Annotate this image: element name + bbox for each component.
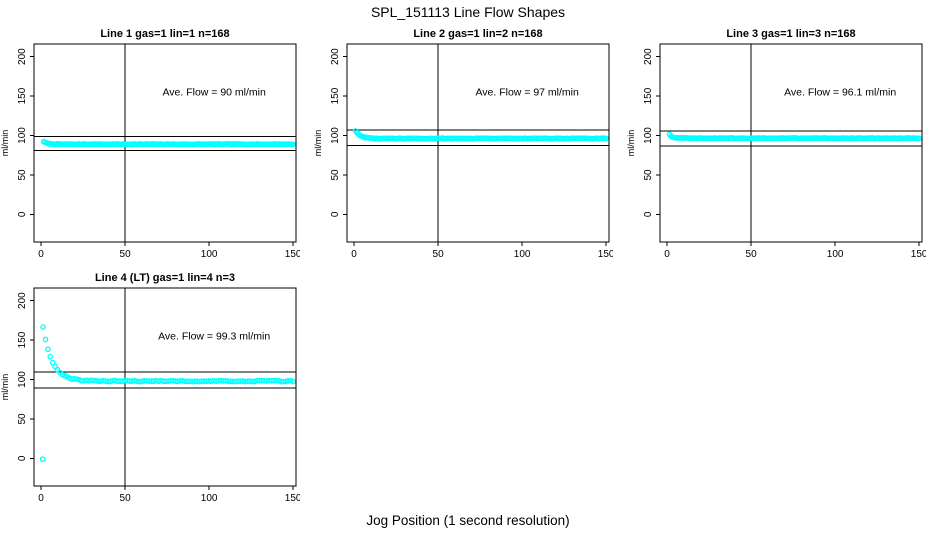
y-tick-label: 150 [330,87,341,104]
ave-flow-annotation: Ave. Flow = 90 ml/min [162,86,266,98]
x-tick-label: 100 [514,249,531,260]
x-axis: 0 50 100 150 [664,242,928,260]
x-tick-label: 150 [598,249,613,260]
panel-title: Line 2 gas=1 lin=2 n=168 [413,28,542,40]
y-tick-label: 200 [330,48,341,65]
y-tick-label: 100 [643,127,654,144]
y-tick-label: 150 [17,331,28,348]
reference-lines [347,44,609,242]
panel-title: Line 4 (LT) gas=1 lin=4 n=3 [95,272,235,284]
panel-plot: Line 2 gas=1 lin=2 n=168 0 50 100 150 0 50 100 1… [313,28,615,260]
panel-box [346,43,610,243]
reference-lines [34,288,296,486]
x-tick-label: 150 [911,249,926,260]
panel-plot: Line 1 gas=1 lin=1 n=168 0 50 100 150 0 50 100 1… [0,28,302,260]
x-tick-label: 150 [285,249,300,260]
x-tick-label: 100 [201,249,218,260]
y-tick-label: 200 [17,48,28,65]
y-tick-label: 50 [330,169,341,181]
y-axis: 0 50 100 150 200 ml/min [313,48,347,217]
y-axis: 0 50 100 150 200 ml/min [626,48,660,217]
x-axis: 0 50 100 150 [38,242,302,260]
data-point [916,135,922,142]
y-tick-label: 50 [17,169,28,181]
y-tick-label: 100 [17,127,28,144]
y-tick-label: 200 [643,48,654,65]
panel-plot: Line 3 gas=1 lin=3 n=168 0 50 100 150 0 50 100 1… [626,28,928,260]
data-point [131,377,138,384]
y-tick-label: 0 [17,211,28,217]
panel-2: Line 2 gas=1 lin=2 n=168 0 50 100 150 0 50 100 1… [313,26,615,264]
panel-title: Line 3 gas=1 lin=3 n=168 [726,28,855,40]
x-tick-label: 0 [38,249,44,260]
data-point [40,324,46,330]
y-tick-label: 0 [330,211,341,217]
y-tick-label: 50 [643,169,654,181]
y-tick-label: 0 [17,455,28,461]
y-tick-label: 100 [17,371,28,388]
x-tick-label: 50 [120,249,132,260]
x-tick-label: 100 [201,493,218,504]
ave-flow-annotation: Ave. Flow = 97 ml/min [475,86,579,98]
panel-1: Line 1 gas=1 lin=1 n=168 0 50 100 150 0 50 100 1… [0,26,302,264]
data-point [290,378,296,385]
panel-title: Line 1 gas=1 lin=1 n=168 [100,28,229,40]
y-axis-label: ml/min [0,130,10,157]
y-tick-label: 150 [643,87,654,104]
panel-box [659,43,923,243]
data-point [39,456,46,463]
data-point [47,353,54,360]
x-axis: 0 50 100 150 [351,242,615,260]
x-tick-label: 0 [38,493,44,504]
panel-box [33,43,297,243]
x-tick-label: 0 [664,249,670,260]
y-axis: 0 50 100 150 200 ml/min [0,48,34,217]
x-tick-label: 50 [433,249,445,260]
x-tick-label: 150 [285,493,300,504]
x-axis: 0 50 100 150 [38,486,302,504]
y-axis-label: ml/min [0,374,10,401]
data-points [666,131,922,142]
data-point [290,141,296,148]
x-tick-label: 100 [827,249,844,260]
x-tick-label: 50 [746,249,758,260]
data-point [45,346,51,353]
data-point [42,336,49,343]
y-tick-label: 0 [643,211,654,217]
x-axis-label: Jog Position (1 second resolution) [366,513,570,528]
data-point [603,135,609,142]
data-point [73,376,80,383]
panel-3: Line 3 gas=1 lin=3 n=168 0 50 100 150 0 50 100 1… [626,26,928,264]
y-axis: 0 50 100 150 200 ml/min [0,292,34,461]
ave-flow-annotation: Ave. Flow = 96.1 ml/min [784,86,896,98]
ave-flow-annotation: Ave. Flow = 99.3 ml/min [158,330,270,342]
data-points [39,324,296,463]
y-tick-label: 50 [17,413,28,425]
figure-title: SPL_151113 Line Flow Shapes [370,4,566,20]
y-tick-label: 200 [17,292,28,309]
panel-4: Line 4 (LT) gas=1 lin=4 n=3 0 50 100 150 0 50 1… [0,270,302,508]
y-tick-label: 100 [330,127,341,144]
x-tick-label: 0 [351,249,357,260]
data-points [352,128,609,142]
panel-plot: Line 4 (LT) gas=1 lin=4 n=3 0 50 100 150 0 50 1… [0,272,302,504]
y-axis-label: ml/min [313,130,323,157]
y-axis-label: ml/min [626,130,636,157]
reference-lines [660,44,922,242]
data-points [40,138,296,148]
y-tick-label: 150 [17,87,28,104]
x-tick-label: 50 [120,493,132,504]
panel-box [33,287,297,487]
